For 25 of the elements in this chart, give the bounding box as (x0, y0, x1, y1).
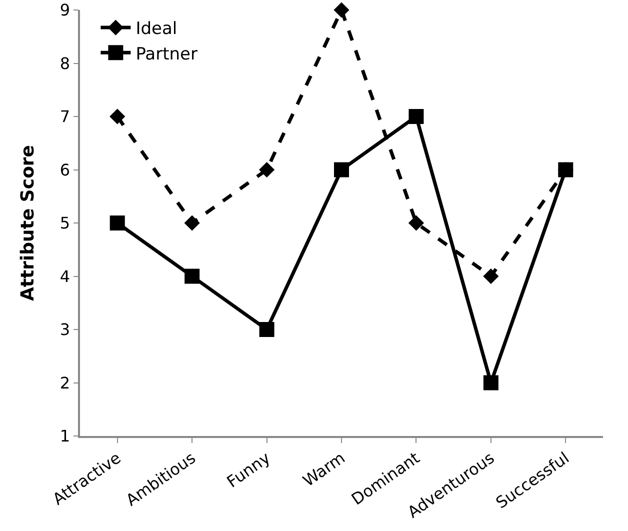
point (408, 215, 424, 231)
point (184, 268, 200, 284)
legend-label: Partner (136, 44, 198, 64)
point (408, 109, 424, 124)
y-tick-label: 3 (60, 320, 70, 340)
point (334, 2, 350, 18)
y-tick-label: 8 (60, 54, 70, 73)
legend-label: Ideal (136, 19, 178, 40)
point (110, 216, 125, 230)
y-tick-label: 6 (60, 160, 70, 180)
y-tick-label: 2 (60, 373, 70, 392)
point (184, 215, 200, 231)
y-tick-label: 4 (60, 266, 70, 286)
point (558, 162, 574, 178)
y-axis-title: Attribute Score (18, 144, 38, 302)
point (483, 268, 499, 284)
y-tick-label: 9 (60, 0, 70, 20)
point (110, 108, 126, 124)
point (334, 162, 349, 178)
point (483, 375, 498, 390)
point (258, 162, 275, 178)
y-tick-label: 1 (60, 426, 70, 446)
y-tick-label: 5 (60, 214, 70, 233)
y-tick-label: 7 (60, 107, 70, 126)
point (259, 322, 274, 337)
